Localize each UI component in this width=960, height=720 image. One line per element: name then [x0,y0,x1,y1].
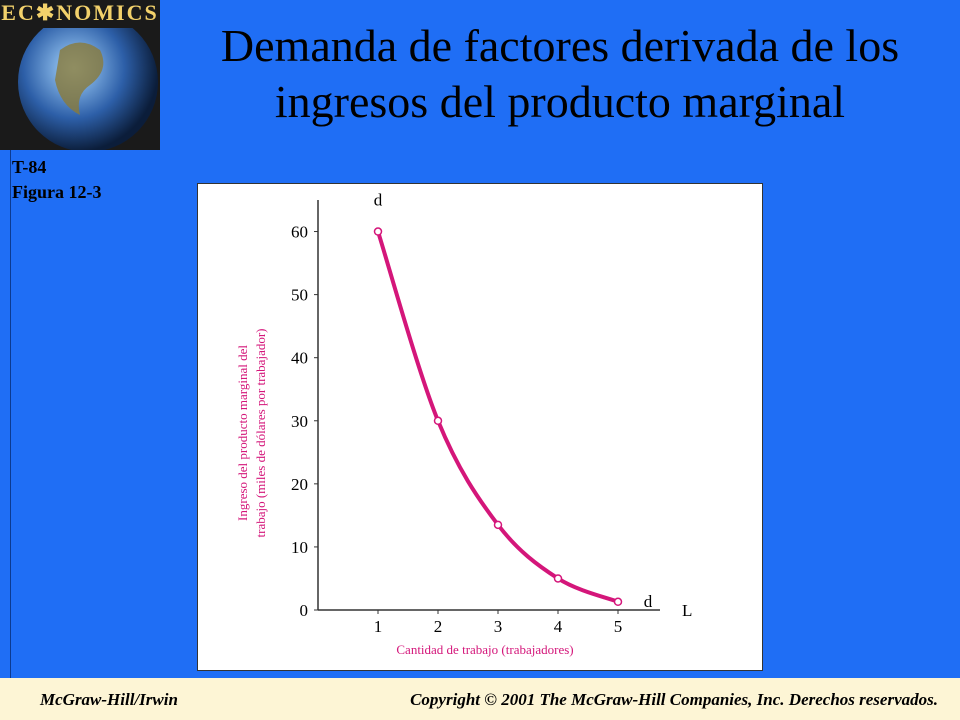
x-symbol: L [682,601,692,620]
x-tick-label: 4 [554,617,563,636]
footer-right: Copyright © 2001 The McGraw-Hill Compani… [410,690,938,709]
y-tick-label: 20 [291,475,308,494]
x-tick-label: 5 [614,617,623,636]
curve-label: d [644,592,653,611]
data-point [493,520,503,530]
continent [55,42,104,115]
data-point [433,416,443,426]
x-tick-label: 2 [434,617,443,636]
data-point [553,574,563,583]
chart-bg [197,183,763,671]
x-axis-label: Cantidad de trabajo (trabajadores) [396,642,573,657]
logo: EC✱NOMICS [0,0,160,150]
figure-code: T-84 Figura 12-3 [12,155,102,205]
y-tick-label: 10 [291,538,308,557]
data-point [613,597,623,607]
y-tick-label: 40 [291,349,308,368]
chart: 0 10 20 30 40 50 60 1 2 3 4 5 L Cantidad de trabajo (… [197,183,763,671]
y-tick-label: 0 [300,601,309,620]
title: Demanda de factores derivada de los ingr… [220,20,900,127]
logo-band [0,0,160,28]
data-point [373,227,383,236]
y-axis-label: trabajo (miles de dólares por trabajador… [253,329,268,538]
y-tick-label: 50 [291,286,308,305]
code: T-84 [12,157,47,177]
logo-text: EC✱NOMICS [1,0,158,25]
footer-left: McGraw-Hill/Irwin [40,690,178,709]
y-tick-label: 60 [291,223,308,242]
x-tick-label: 1 [374,617,383,636]
y-axis-label: Ingreso del producto marginal del [235,345,250,521]
divider [10,150,11,678]
demand-curve [376,230,619,604]
curve-label: d [374,191,383,210]
footer: McGraw-Hill/Irwin Copyright © 2001 The M… [0,678,960,720]
y-tick-label: 30 [291,412,308,431]
x-tick-label: 3 [494,617,503,636]
figure: Figura 12-3 [12,182,102,202]
